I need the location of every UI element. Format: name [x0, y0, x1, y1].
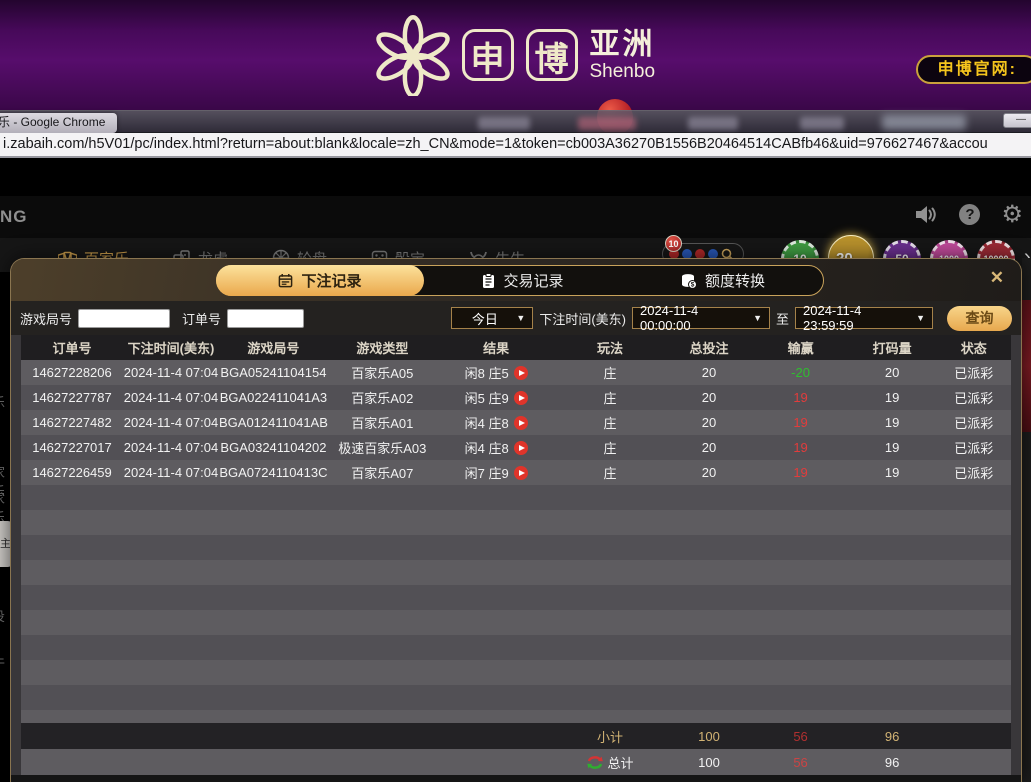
date-to-select[interactable]: 2024-11-4 23:59:59 ▼: [795, 303, 933, 333]
right-edge-strip: [1022, 258, 1031, 782]
column-header: 总投注: [689, 341, 729, 356]
chevron-down-icon: ▼: [916, 313, 925, 323]
column-header: 输赢: [787, 341, 814, 356]
replay-icon[interactable]: [513, 365, 528, 380]
swap-icon: [586, 755, 603, 769]
official-site-button[interactable]: 申博官网:: [915, 55, 1031, 84]
total-row: 总计 100 56 96: [21, 749, 1011, 775]
settings-gear-icon[interactable]: ⚙: [1001, 201, 1023, 228]
table-row: 14627227482 2024-11-4 07:04 BGA012411041AB…: [21, 410, 1011, 435]
shenbo-logo: 申 博 亚洲 Shenbo: [375, 14, 656, 96]
logo-region-text: 亚洲: [589, 27, 656, 61]
total-winloss: 56: [793, 754, 808, 770]
hidden-sidebar-fragment: 牛: [0, 652, 10, 671]
blurred-account-text: [882, 115, 966, 130]
coins-icon: $: [681, 273, 697, 289]
tab-bet-records[interactable]: 下注记录: [216, 265, 424, 296]
site-banner: 申 博 亚洲 Shenbo 申博官网:: [0, 0, 1031, 110]
column-header: 状态: [960, 341, 987, 356]
hidden-sidebar-fragment: 家乐: [0, 462, 10, 500]
table-row: 14627226459 2024-11-4 07:04 BGA0724110413C…: [21, 460, 1011, 485]
bet-table: 订单号 下注时间(美东) 游戏局号 游戏类型 结果 玩法 总投注 输赢 打码量 状态 146272…: [11, 335, 1021, 775]
tab-transaction-records[interactable]: 交易记录: [423, 266, 623, 295]
replay-icon[interactable]: [513, 390, 528, 405]
table-row: 14627227017 2024-11-4 07:04 BGA03241104202…: [21, 435, 1011, 460]
subtotal-bet: 100: [698, 728, 720, 744]
logo-en-text: Shenbo: [589, 60, 656, 82]
total-label: 总计: [607, 755, 634, 771]
table-row-empty: [21, 560, 1011, 585]
chevron-down-icon: ▼: [516, 313, 526, 323]
chrome-titlebar[interactable]: 乐 - Google Chrome —: [0, 110, 1031, 133]
right-edge-red-bar: [1022, 300, 1031, 432]
modal-tab-bar: 下注记录 交易记录: [11, 259, 1021, 301]
game-round-label: 游戏局号: [20, 311, 73, 327]
subtotal-turnover: 96: [884, 728, 900, 744]
tab-quota-transfer[interactable]: $ 额度转换: [623, 266, 823, 295]
replay-icon[interactable]: [513, 415, 528, 430]
order-number-label: 订单号: [182, 311, 222, 327]
table-row: 14627227787 2024-11-4 07:04 BGA022411041A3…: [21, 385, 1011, 410]
window-title: 乐 - Google Chrome: [0, 113, 118, 133]
column-header: 结果: [483, 341, 510, 356]
table-row-empty: [21, 510, 1011, 535]
table-row-empty: [21, 535, 1011, 560]
subtotal-label: 小计: [597, 729, 624, 745]
date-range-select[interactable]: 今日 ▼: [451, 307, 534, 329]
column-header: 游戏局号: [247, 341, 300, 356]
table-row-empty: [21, 635, 1011, 660]
search-button[interactable]: 查询: [947, 305, 1012, 331]
calendar-icon: [279, 273, 293, 288]
logo-char-box: 申: [461, 29, 514, 81]
hidden-sidebar-fragment: 乐: [0, 392, 10, 411]
logo-char-box: 博: [525, 29, 578, 81]
bet-time-label: 下注时间(美东): [539, 311, 626, 327]
replay-icon[interactable]: [513, 440, 528, 455]
column-header: 订单号: [52, 341, 92, 356]
chevron-down-icon: ▼: [753, 313, 762, 323]
table-body: 14627228206 2024-11-4 07:04 BGA05241104154…: [21, 360, 1011, 723]
order-number-input[interactable]: [227, 308, 305, 328]
game-header: NG ? ⚙: [0, 196, 1031, 238]
replay-icon[interactable]: [513, 465, 528, 480]
column-header: 下注时间(美东): [127, 341, 215, 356]
sound-icon[interactable]: [914, 204, 938, 225]
date-from-select[interactable]: 2024-11-4 00:00:00 ▼: [631, 303, 770, 333]
side-tab-fragment[interactable]: 主: [0, 521, 13, 567]
table-row: 14627228206 2024-11-4 07:04 BGA05241104154…: [21, 360, 1011, 385]
total-turnover: 96: [884, 754, 900, 770]
table-header: 订单号 下注时间(美东) 游戏局号 游戏类型 结果 玩法 总投注 输赢 打码量 状态: [21, 335, 1011, 360]
flower-logo-icon: [375, 15, 450, 96]
minimize-button[interactable]: —: [1003, 113, 1031, 128]
subtotal-row: 小计 100 56 96: [21, 723, 1011, 749]
total-bet: 100: [698, 754, 720, 770]
column-header: 游戏类型: [356, 341, 409, 356]
to-label: 至: [775, 311, 789, 327]
table-row-empty: [21, 485, 1011, 510]
svg-text:$: $: [691, 281, 695, 288]
column-header: 打码量: [872, 341, 912, 356]
game-round-input[interactable]: [78, 308, 171, 328]
bet-records-modal: 下注记录 交易记录: [10, 258, 1022, 782]
clipboard-icon: [483, 272, 495, 288]
table-row-empty: [21, 660, 1011, 685]
table-row-empty: [21, 585, 1011, 610]
subtotal-winloss: 56: [793, 728, 808, 744]
chips-more-chevron-icon[interactable]: ›: [1024, 246, 1031, 268]
table-row-empty: [21, 610, 1011, 635]
brand-logo-fragment: NG: [0, 207, 28, 226]
address-bar[interactable]: i.zabaih.com/h5V01/pc/index.html?return=…: [0, 133, 1031, 158]
table-row-empty: [21, 685, 1011, 710]
lottery-count-badge: 10: [665, 235, 682, 252]
close-icon[interactable]: ✕: [989, 268, 1004, 287]
column-header: 玩法: [597, 341, 624, 356]
help-icon[interactable]: ?: [959, 204, 981, 225]
url-text: i.zabaih.com/h5V01/pc/index.html?return=…: [3, 136, 988, 152]
hidden-sidebar-fragment: 投: [0, 606, 10, 625]
filter-bar: 游戏局号 订单号 今日 ▼ 下注时间(美东) 2024-11-4 00:00:0…: [11, 301, 1021, 335]
table-row-empty: [21, 710, 1011, 723]
hidden-sidebar-fragment: 家乐: [0, 488, 10, 526]
